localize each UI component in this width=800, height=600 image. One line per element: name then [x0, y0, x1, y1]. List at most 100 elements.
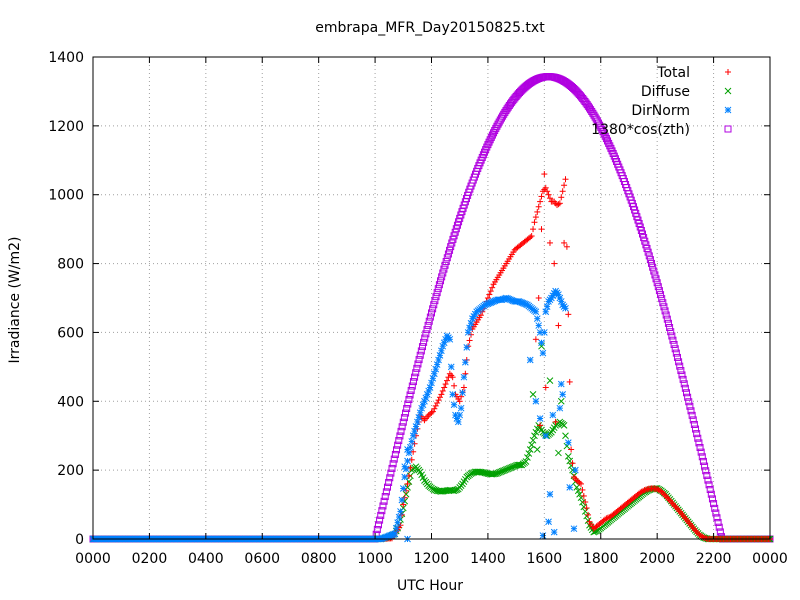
- data-point: [597, 123, 605, 131]
- data-point: [688, 411, 696, 419]
- data-point: [390, 455, 398, 463]
- data-point: [542, 184, 549, 191]
- data-point: [662, 492, 669, 499]
- data-point: [532, 214, 539, 221]
- data-point: [636, 223, 644, 231]
- data-point: [421, 334, 429, 342]
- data-point: [379, 502, 387, 510]
- data-point: [443, 254, 451, 262]
- data-point: [490, 470, 497, 478]
- data-point: [398, 496, 406, 504]
- data-point: [432, 402, 439, 409]
- data-point: [542, 308, 550, 316]
- data-point: [702, 467, 710, 475]
- x-tick-label: 0600: [244, 551, 280, 567]
- data-point: [668, 332, 676, 340]
- data-point: [416, 351, 424, 359]
- data-point: [382, 488, 390, 496]
- data-point: [539, 532, 547, 539]
- data-point: [435, 356, 442, 364]
- data-point: [637, 226, 645, 234]
- y-tick-label: 600: [57, 325, 84, 341]
- data-point: [645, 252, 653, 260]
- data-point: [408, 382, 416, 390]
- data-point: [430, 301, 438, 309]
- data-point: [444, 377, 451, 384]
- data-point: [556, 404, 564, 412]
- data-point: [684, 393, 692, 401]
- data-point: [676, 362, 684, 370]
- data-point: [405, 449, 413, 457]
- data-point: [569, 460, 576, 467]
- data-point: [431, 297, 439, 305]
- data-point: [388, 464, 396, 472]
- data-point: [558, 194, 565, 201]
- data-point: [417, 347, 425, 355]
- data-point: [442, 258, 450, 266]
- data-point: [570, 525, 578, 533]
- grid-lines: [93, 57, 770, 539]
- data-point: [425, 387, 433, 395]
- data-point: [392, 524, 400, 532]
- data-point: [405, 395, 413, 403]
- data-point: [542, 432, 550, 440]
- data-point: [403, 405, 411, 413]
- data-point: [692, 425, 700, 433]
- data-point: [438, 347, 445, 355]
- data-point: [677, 367, 685, 375]
- data-point: [546, 195, 553, 202]
- data-point: [689, 416, 697, 424]
- data-point: [532, 397, 540, 405]
- y-axis-label: Irradiance (W/m2): [7, 237, 23, 364]
- data-point: [713, 514, 721, 522]
- data-point: [711, 504, 719, 512]
- data-point: [485, 138, 493, 146]
- data-point: [394, 441, 402, 449]
- data-point: [583, 512, 590, 520]
- data-point: [450, 232, 458, 240]
- data-point: [487, 288, 494, 295]
- data-point: [562, 176, 569, 183]
- data-point: [551, 260, 558, 267]
- data-point: [600, 130, 608, 138]
- data-point: [685, 398, 693, 406]
- data-point: [466, 337, 473, 344]
- data-point: [484, 141, 492, 149]
- data-point: [440, 265, 448, 273]
- data-point: [652, 275, 660, 283]
- data-point: [449, 391, 457, 398]
- data-point: [561, 239, 568, 246]
- data-point: [695, 439, 703, 447]
- data-point: [454, 418, 462, 426]
- data-point: [534, 208, 541, 215]
- data-point: [693, 430, 701, 438]
- data-point: [528, 233, 535, 240]
- data-point: [706, 485, 714, 493]
- data-point: [707, 490, 715, 498]
- data-point: [399, 485, 407, 492]
- data-point: [601, 132, 609, 140]
- data-point: [692, 527, 699, 534]
- legend-marker: [724, 125, 732, 133]
- data-point: [457, 404, 465, 412]
- data-point: [435, 397, 442, 404]
- data-point: [429, 305, 437, 313]
- data-point: [526, 446, 534, 453]
- data-point: [585, 511, 592, 518]
- data-point: [579, 486, 586, 493]
- data-point: [598, 125, 606, 133]
- data-point: [466, 324, 473, 332]
- legend-label: Total: [656, 65, 690, 81]
- data-point: [425, 317, 433, 325]
- data-point: [582, 498, 589, 505]
- data-point: [649, 263, 657, 271]
- data-point: [412, 369, 420, 377]
- data-point: [439, 387, 446, 394]
- data-point: [675, 358, 683, 366]
- data-point: [515, 461, 523, 469]
- data-point: [391, 450, 399, 458]
- data-point: [531, 219, 538, 226]
- data-point: [435, 281, 443, 289]
- data-point: [529, 436, 537, 444]
- data-point: [449, 235, 457, 243]
